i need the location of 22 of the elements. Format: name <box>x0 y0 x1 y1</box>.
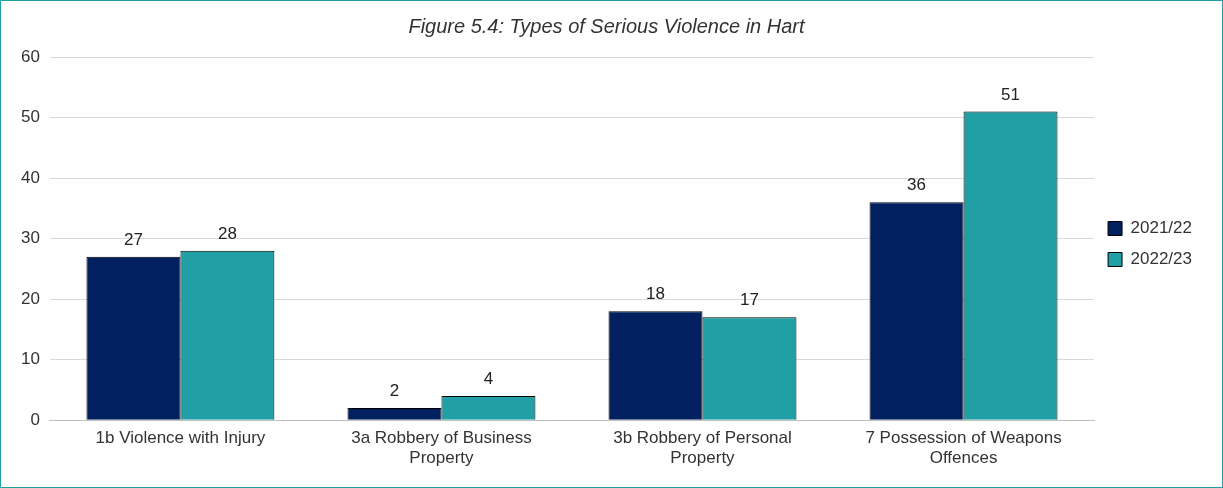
data-label: 17 <box>740 290 759 310</box>
y-tick-label: 60 <box>20 46 40 66</box>
data-label: 18 <box>646 284 665 304</box>
x-tick-label: 3b Robbery of Personal Property <box>613 428 792 468</box>
chart-title: Figure 5.4: Types of Serious Violence in Hart <box>408 14 806 37</box>
legend-label: 2022/23 <box>1130 249 1192 269</box>
data-label: 36 <box>907 175 927 195</box>
x-tick-label: 3a Robbery of Business Property <box>351 428 532 468</box>
y-tick-label: 10 <box>20 349 40 369</box>
y-tick-label: 40 <box>20 167 40 187</box>
data-label: 27 <box>123 229 143 249</box>
y-tick-label: 30 <box>20 228 40 248</box>
y-tick-label: 50 <box>20 107 40 127</box>
data-label: 28 <box>217 223 237 243</box>
x-tick-label: 1b Violence with Injury <box>95 428 266 448</box>
x-tick-label: 7 Possession of Weapons Offences <box>865 428 1062 468</box>
y-tick-label: 20 <box>20 288 40 308</box>
legend-label: 2021/22 <box>1130 218 1192 238</box>
data-label: 51 <box>1001 84 1020 104</box>
data-label: 4 <box>483 369 494 389</box>
data-label: 2 <box>389 381 400 401</box>
y-tick-label: 0 <box>30 409 40 429</box>
